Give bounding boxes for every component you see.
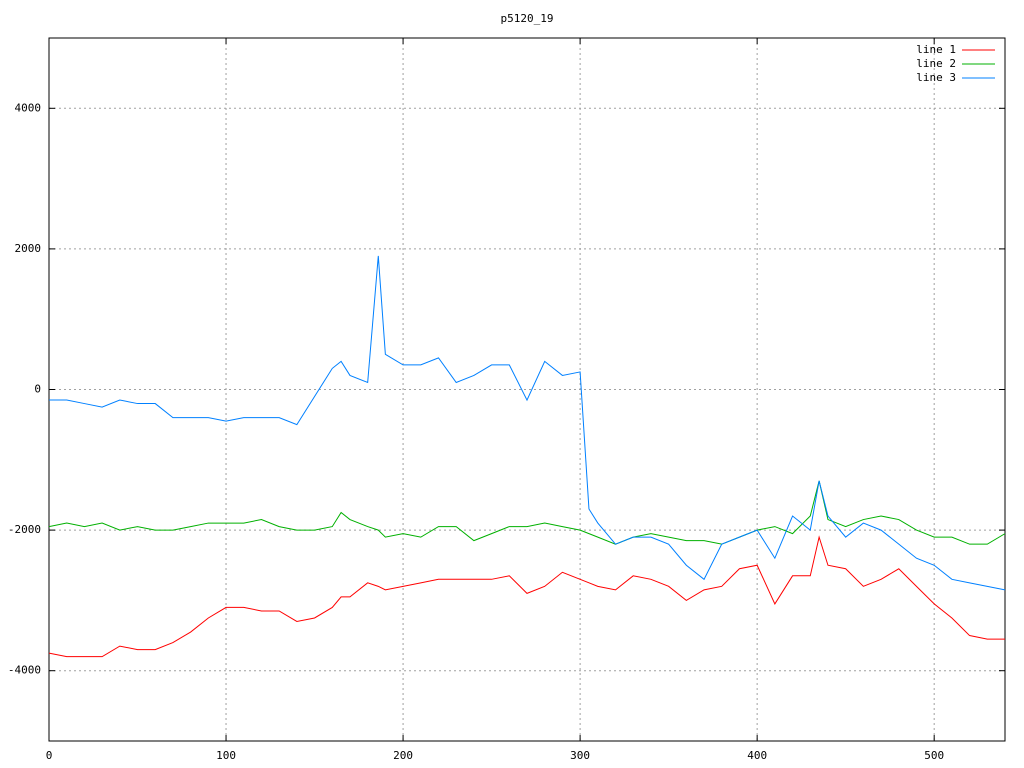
x-tick-label: 400 <box>747 749 767 762</box>
legend-label: line 2 <box>916 57 956 70</box>
chart-title: p5120_19 <box>501 12 554 25</box>
x-tick-label: 500 <box>924 749 944 762</box>
y-tick-label: -4000 <box>8 664 41 677</box>
y-tick-label: 0 <box>34 383 41 396</box>
x-tick-label: 200 <box>393 749 413 762</box>
x-tick-label: 0 <box>46 749 53 762</box>
y-tick-label: 4000 <box>15 101 42 114</box>
data-line <box>48 480 1006 545</box>
y-tick-label: 2000 <box>15 242 42 255</box>
x-tick-label: 100 <box>216 749 236 762</box>
x-tick-label: 300 <box>570 749 590 762</box>
legend-label: line 3 <box>916 71 956 84</box>
y-tick-label: -2000 <box>8 523 41 536</box>
legend-label: line 1 <box>916 43 956 56</box>
plot-border <box>48 37 1006 742</box>
data-line <box>48 535 1005 658</box>
data-line <box>49 255 1006 591</box>
